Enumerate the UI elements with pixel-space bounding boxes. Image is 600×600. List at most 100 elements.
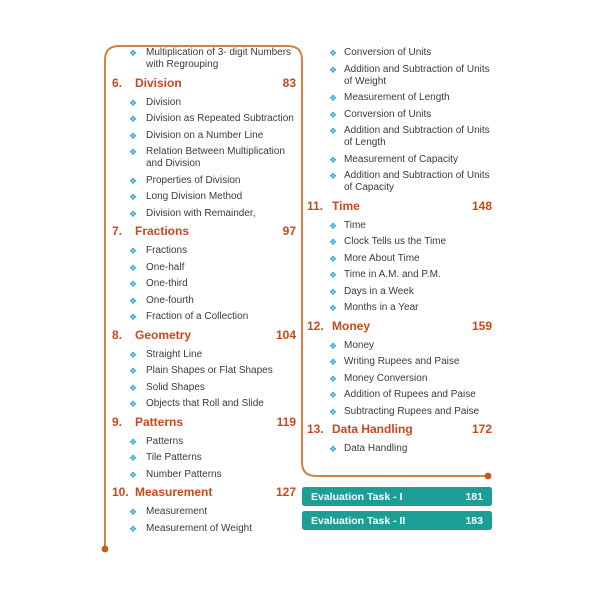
toc-section-heading: 7. Fractions 97	[108, 224, 296, 238]
toc-item-label: Number Patterns	[146, 468, 222, 480]
toc-item: ❖ Plain Shapes or Flat Shapes	[108, 365, 296, 377]
toc-item: ❖ Division with Remainder,	[108, 208, 296, 220]
toc-item-label: Plain Shapes or Flat Shapes	[146, 365, 273, 376]
diamond-bullet-icon: ❖	[329, 406, 338, 417]
diamond-bullet-icon: ❖	[329, 444, 338, 454]
toc-item: ❖ Straight Line	[108, 349, 296, 361]
section-title: Money	[332, 318, 371, 333]
diamond-bullet-icon: ❖	[329, 48, 338, 58]
diamond-bullet-icon: ❖	[329, 220, 338, 231]
diamond-bullet-icon: ❖	[129, 130, 138, 141]
diamond-bullet-icon: ❖	[329, 270, 338, 280]
toc-column-right: ❖ Conversion of Units ❖ Addition and Subtra…	[307, 47, 492, 460]
section-number: 10.	[112, 485, 129, 499]
section-page-number: 172	[471, 422, 492, 436]
toc-item: ❖ Addition and Subtraction of Units of Ca…	[307, 170, 492, 194]
toc-item: ❖ Fraction of a Collection	[108, 311, 296, 323]
toc-item: ❖ Tile Patterns	[108, 452, 296, 464]
toc-item-label: Conversion of Units	[344, 108, 432, 120]
evaluation-task-page: 183	[465, 514, 483, 527]
diamond-bullet-icon: ❖	[329, 154, 338, 165]
toc-item-label: Patterns	[146, 435, 184, 447]
toc-item: ❖ Writing Rupees and Paise	[307, 356, 492, 368]
diamond-bullet-icon: ❖	[129, 295, 138, 306]
toc-section-heading: 8. Geometry 104	[108, 328, 296, 342]
diamond-bullet-icon: ❖	[129, 175, 138, 186]
toc-section-heading: 11. Time 148	[307, 199, 492, 213]
toc-item-label: Objects that Roll and Slide	[146, 398, 264, 409]
diamond-bullet-icon: ❖	[329, 64, 338, 75]
diamond-bullet-icon: ❖	[129, 469, 138, 480]
diamond-bullet-icon: ❖	[129, 97, 138, 108]
toc-item: ❖ Objects that Roll and Slide	[108, 398, 296, 410]
toc-item: ❖ One-third	[108, 278, 296, 290]
toc-item: ❖ One-fourth	[108, 295, 296, 307]
toc-item: ❖ Long Division Method	[108, 191, 296, 203]
diamond-bullet-icon: ❖	[329, 286, 338, 297]
toc-item: ❖ Number Patterns	[108, 469, 296, 481]
toc-item-label: More About Time	[344, 252, 420, 264]
toc-item-label: Addition and Subtraction of Units of Wei…	[344, 63, 490, 87]
evaluation-task-banners: Evaluation Task - I 181 Evaluation Task …	[302, 487, 492, 535]
diamond-bullet-icon: ❖	[129, 147, 138, 157]
toc-item: ❖ Days in a Week	[307, 286, 492, 298]
toc-item-label: One-half	[146, 261, 185, 273]
toc-item: ❖ Money Conversion	[307, 373, 492, 385]
border-end-dot-right	[484, 472, 492, 480]
toc-item-label: Months in a Year	[344, 302, 419, 313]
diamond-bullet-icon: ❖	[129, 114, 138, 124]
toc-item: ❖ Measurement of Weight	[108, 523, 296, 535]
section-page-number: 104	[275, 327, 296, 342]
section-page-number: 127	[275, 485, 296, 499]
toc-section-heading: 6. Division 83	[108, 76, 296, 90]
toc-item-label: Division with Remainder,	[146, 207, 256, 219]
toc-section-heading: 13. Data Handling 172	[307, 422, 492, 436]
toc-item-label: Measurement of Capacity	[344, 153, 458, 165]
toc-item: ❖ More About Time	[307, 253, 492, 265]
diamond-bullet-icon: ❖	[129, 436, 138, 447]
diamond-bullet-icon: ❖	[129, 312, 138, 322]
diamond-bullet-icon: ❖	[129, 192, 138, 202]
toc-item-label: Relation Between Multiplication and Divi…	[146, 146, 285, 169]
toc-item: ❖ Solid Shapes	[108, 382, 296, 394]
toc-item: ❖ Addition and Subtraction of Units of We…	[307, 64, 492, 88]
diamond-bullet-icon: ❖	[129, 523, 138, 534]
toc-item-label: Writing Rupees and Paise	[344, 356, 460, 367]
toc-item: ❖ Addition of Rupees and Paise	[307, 389, 492, 401]
toc-item-label: Solid Shapes	[146, 381, 205, 393]
evaluation-task-banner-2: Evaluation Task - II 183	[302, 511, 492, 530]
diamond-bullet-icon: ❖	[129, 349, 138, 360]
diamond-bullet-icon: ❖	[329, 126, 338, 136]
section-number: 9.	[112, 414, 123, 429]
toc-item-label: Time in A.M. and P.M.	[344, 269, 441, 280]
section-page-number: 119	[276, 414, 296, 429]
diamond-bullet-icon: ❖	[129, 279, 138, 289]
toc-item: ❖ Fractions	[108, 245, 296, 257]
toc-item: ❖ One-half	[108, 262, 296, 274]
diamond-bullet-icon: ❖	[329, 373, 338, 384]
toc-item: ❖ Addition and Subtraction of Units of Le…	[307, 125, 492, 149]
toc-item: ❖ Division on a Number Line	[108, 130, 296, 142]
toc-item-label: Addition and Subtraction of Units of Len…	[344, 125, 490, 148]
toc-item: ❖ Time	[307, 220, 492, 232]
section-page-number: 83	[282, 75, 296, 90]
toc-item-label: Clock Tells us the Time	[344, 236, 447, 247]
toc-item: ❖ Patterns	[108, 436, 296, 448]
diamond-bullet-icon: ❖	[329, 171, 338, 181]
section-title: Time	[332, 198, 360, 213]
toc-item: ❖ Measurement	[108, 506, 296, 518]
toc-item-label: Addition of Rupees and Paise	[344, 389, 476, 400]
diamond-bullet-icon: ❖	[329, 390, 338, 400]
diamond-bullet-icon: ❖	[329, 357, 338, 367]
diamond-bullet-icon: ❖	[129, 382, 138, 393]
diamond-bullet-icon: ❖	[329, 109, 338, 120]
toc-item-label: Money Conversion	[344, 372, 428, 384]
toc-item: ❖ Conversion of Units	[307, 109, 492, 121]
section-number: 8.	[112, 327, 123, 342]
toc-item: ❖ Multiplication of 3- digit Numbers with…	[108, 47, 296, 71]
evaluation-task-label: Evaluation Task - I	[311, 490, 403, 503]
toc-item-label: Long Division Method	[146, 191, 243, 202]
section-page-number: 97	[282, 224, 296, 238]
toc-section-heading: 9. Patterns 119	[108, 415, 296, 429]
